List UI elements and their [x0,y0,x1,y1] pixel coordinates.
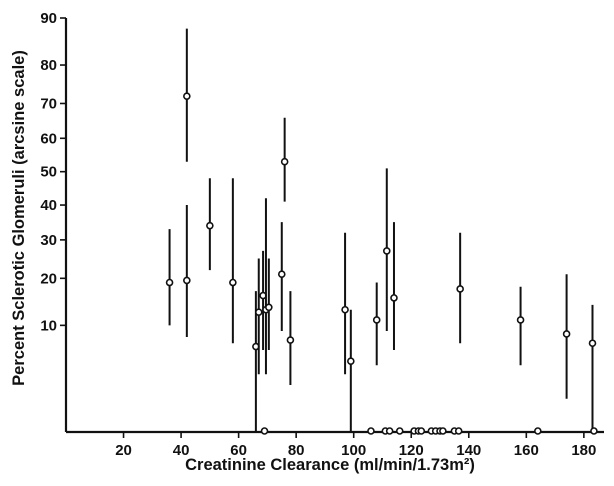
data-point [280,157,289,166]
data-point [372,316,381,324]
y-tick-label: 90 [40,10,57,27]
data-point [277,270,286,279]
data-point [367,427,375,435]
data-point [385,427,394,435]
data-point [254,308,263,317]
data-point [454,427,463,435]
data-point [382,247,391,255]
data-marks [165,28,598,435]
data-point [439,427,447,435]
data-point [183,92,191,100]
x-tick-label: 180 [571,442,596,459]
x-tick-label: 80 [288,442,305,459]
x-tick-label: 140 [456,442,481,459]
x-axis-title: Creatinine Clearance (ml/min/1.73m²) [185,456,475,474]
y-tick-label: 50 [40,164,57,181]
y-tick-label: 70 [40,95,57,112]
y-tick-label: 60 [40,130,57,147]
y-axis-title: Percent Sclerotic Glomeruli (arcsine sca… [10,50,28,386]
x-tick-label: 160 [514,442,539,459]
x-tick-label: 120 [399,442,424,459]
data-point [516,316,525,324]
data-point [395,427,404,435]
x-tick-label: 40 [173,442,190,459]
axis-ticks: 20 40 60 80 100 120 140 160 180 10 20 30 40 50 60 70 80 9… [40,10,596,459]
y-tick-label: 80 [40,57,57,74]
data-point [534,427,542,435]
x-tick-label: 60 [230,442,247,459]
y-tick-label: 40 [40,197,57,214]
data-point [562,330,571,338]
data-point [286,336,295,344]
y-tick-label: 30 [40,232,57,249]
axes [64,18,604,434]
data-point [183,276,191,285]
y-tick-label: 10 [40,317,57,334]
data-point [456,285,464,293]
data-point [165,278,174,287]
data-point [347,357,355,365]
data-point [341,305,349,314]
data-point [229,278,237,287]
x-tick-label: 20 [115,442,132,459]
data-point [590,427,598,435]
data-point [265,303,273,312]
data-point [417,427,426,435]
data-point [206,221,214,230]
data-point [390,294,398,302]
x-tick-label: 100 [341,442,366,459]
y-tick-label: 20 [40,270,57,287]
data-point [260,427,269,435]
data-point [588,339,597,348]
